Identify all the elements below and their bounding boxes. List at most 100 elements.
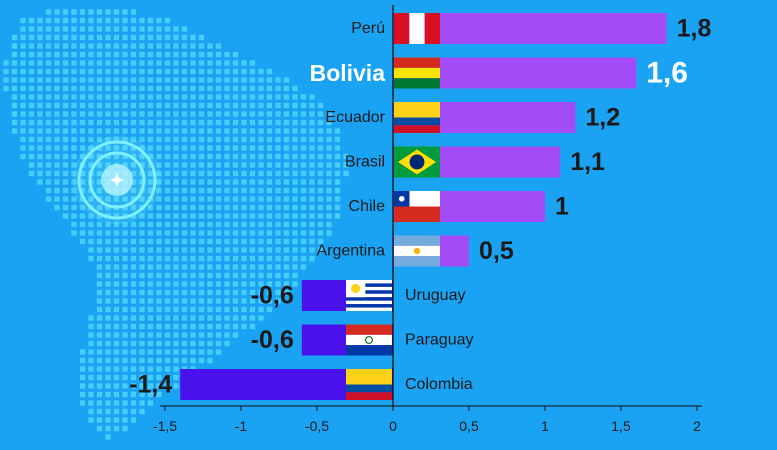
- map-dot: [224, 221, 230, 228]
- map-dot: [28, 102, 35, 109]
- map-dot: [71, 9, 77, 15]
- map-dot: [198, 94, 205, 100]
- map-dot: [122, 349, 128, 355]
- map-dot: [96, 340, 103, 347]
- map-dot: [181, 281, 188, 287]
- bolivia-flag-icon: [394, 57, 440, 89]
- map-dot: [181, 349, 188, 355]
- map-dot: [96, 255, 103, 262]
- map-dot: [283, 264, 290, 270]
- map-dot: [156, 247, 162, 253]
- map-dot: [96, 366, 103, 372]
- map-dot: [156, 272, 162, 279]
- map-dot: [215, 196, 222, 202]
- map-dot: [88, 332, 94, 338]
- map-dot: [139, 34, 145, 41]
- map-dot: [147, 60, 154, 66]
- map-dot: [190, 153, 196, 160]
- map-dot: [156, 374, 162, 381]
- map-dot: [88, 340, 94, 347]
- map-dot: [249, 94, 256, 100]
- map-dot: [275, 247, 281, 253]
- map-dot: [173, 26, 179, 32]
- map-dot: [20, 145, 26, 151]
- map-dot: [105, 77, 111, 83]
- map-dot: [37, 43, 43, 49]
- map-dot: [130, 136, 137, 143]
- map-dot: [62, 77, 69, 83]
- map-dot: [266, 68, 273, 75]
- map-dot: [292, 230, 298, 236]
- map-dot: [156, 349, 162, 355]
- map-dot: [62, 213, 69, 219]
- map-dot: [224, 306, 230, 313]
- map-dot: [139, 366, 145, 372]
- map-dot: [122, 272, 128, 279]
- map-dot: [317, 247, 324, 253]
- map-dot: [190, 145, 196, 151]
- map-dot: [71, 145, 77, 151]
- map-dot: [79, 68, 86, 75]
- map-dot: [122, 408, 128, 415]
- map-dot: [130, 170, 137, 177]
- map-dot: [79, 204, 86, 211]
- map-dot: [96, 289, 103, 296]
- map-dot: [105, 315, 111, 321]
- map-dot: [3, 60, 9, 66]
- map-dot: [249, 221, 256, 228]
- map-dot: [130, 391, 137, 398]
- map-dot: [147, 230, 154, 236]
- map-dot: [292, 111, 298, 117]
- bar-row: Paraguay -0,6: [251, 324, 474, 356]
- map-dot: [71, 162, 77, 168]
- map-dot: [96, 264, 103, 270]
- map-dot: [156, 298, 162, 304]
- map-dot: [147, 264, 154, 270]
- map-dot: [122, 400, 128, 406]
- map-dot: [3, 85, 9, 92]
- map-dot: [130, 128, 137, 134]
- map-dot: [292, 128, 298, 134]
- map-dot: [62, 68, 69, 75]
- map-dot: [241, 221, 247, 228]
- map-dot: [181, 170, 188, 177]
- map-dot: [130, 77, 137, 83]
- map-dot: [266, 85, 273, 92]
- map-dot: [292, 85, 298, 92]
- map-dot: [139, 255, 145, 262]
- map-dot: [28, 170, 35, 177]
- map-dot: [122, 306, 128, 313]
- map-dot: [105, 306, 111, 313]
- map-dot: [258, 221, 264, 228]
- map-dot: [207, 128, 213, 134]
- map-dot: [283, 179, 290, 185]
- map-dot: [54, 77, 60, 83]
- map-dot: [156, 162, 162, 168]
- map-dot: [266, 298, 273, 304]
- map-dot: [37, 162, 43, 168]
- map-dot: [79, 43, 86, 49]
- map-dot: [130, 272, 137, 279]
- map-dot: [207, 289, 213, 296]
- map-dot: [198, 238, 205, 245]
- map-dot: [292, 255, 298, 262]
- map-dot: [113, 289, 120, 296]
- map-dot: [283, 281, 290, 287]
- map-dot: [215, 247, 222, 253]
- map-dot: [275, 255, 281, 262]
- map-dot: [122, 366, 128, 372]
- map-dot: [266, 221, 273, 228]
- map-dot: [96, 187, 103, 194]
- map-dot: [173, 102, 179, 109]
- map-dot: [283, 204, 290, 211]
- map-dot: [122, 145, 128, 151]
- map-dot: [130, 247, 137, 253]
- map-dot: [113, 60, 120, 66]
- map-dot: [122, 77, 128, 83]
- map-dot: [28, 77, 35, 83]
- map-dot: [147, 391, 154, 398]
- map-dot: [20, 60, 26, 66]
- map-dot: [88, 400, 94, 406]
- map-dot: [283, 170, 290, 177]
- map-dot: [241, 196, 247, 202]
